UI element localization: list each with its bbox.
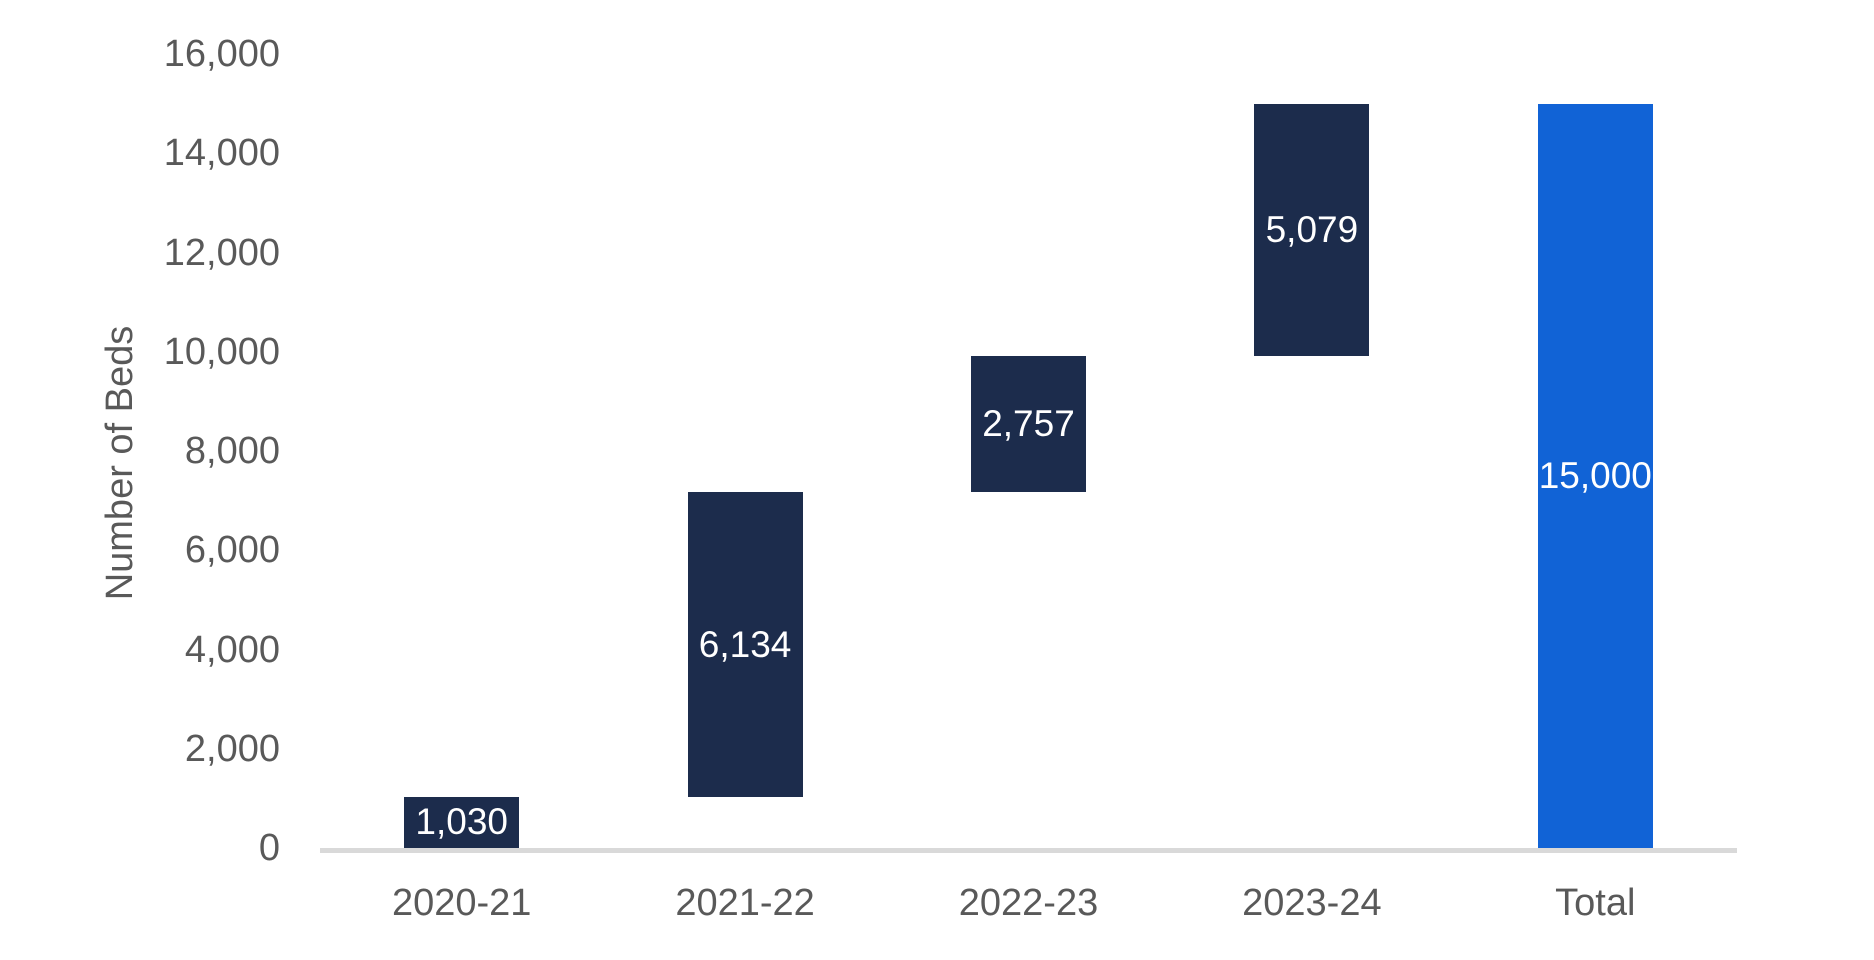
y-tick-label: 12,000 bbox=[163, 231, 280, 274]
bar-2020-21: 1,030 bbox=[404, 796, 520, 848]
x-tick-label: 2022-23 bbox=[958, 882, 1099, 924]
y-tick-label: 6,000 bbox=[184, 529, 280, 572]
bar-total: 15,000 bbox=[1537, 103, 1653, 848]
y-tick-label: 10,000 bbox=[163, 330, 280, 373]
x-axis-line bbox=[320, 848, 1737, 853]
x-tick-label: Total bbox=[1555, 882, 1636, 924]
bar-data-label: 2,757 bbox=[982, 403, 1075, 445]
bar-data-label: 6,134 bbox=[698, 623, 792, 665]
bar-data-label: 5,079 bbox=[1265, 208, 1359, 250]
x-tick-label: 2023-24 bbox=[1242, 882, 1382, 924]
x-tick-label: 2020-21 bbox=[391, 882, 532, 924]
bar-data-label: 15,000 bbox=[1538, 454, 1652, 496]
y-tick-label: 16,000 bbox=[163, 33, 280, 75]
bar-2022-23: 2,757 bbox=[971, 355, 1086, 493]
x-tick-label: 2021-22 bbox=[675, 882, 815, 924]
y-tick-label: 2,000 bbox=[184, 727, 280, 770]
y-tick-label: 0 bbox=[258, 827, 280, 869]
bar-2021-22: 6,134 bbox=[687, 492, 803, 797]
bar-2023-24: 5,079 bbox=[1254, 103, 1370, 356]
y-tick-label: 8,000 bbox=[184, 430, 280, 472]
y-tick-label: 4,000 bbox=[184, 628, 280, 671]
bar-data-label: 1,030 bbox=[415, 801, 508, 843]
y-tick-label: 14,000 bbox=[163, 132, 280, 175]
